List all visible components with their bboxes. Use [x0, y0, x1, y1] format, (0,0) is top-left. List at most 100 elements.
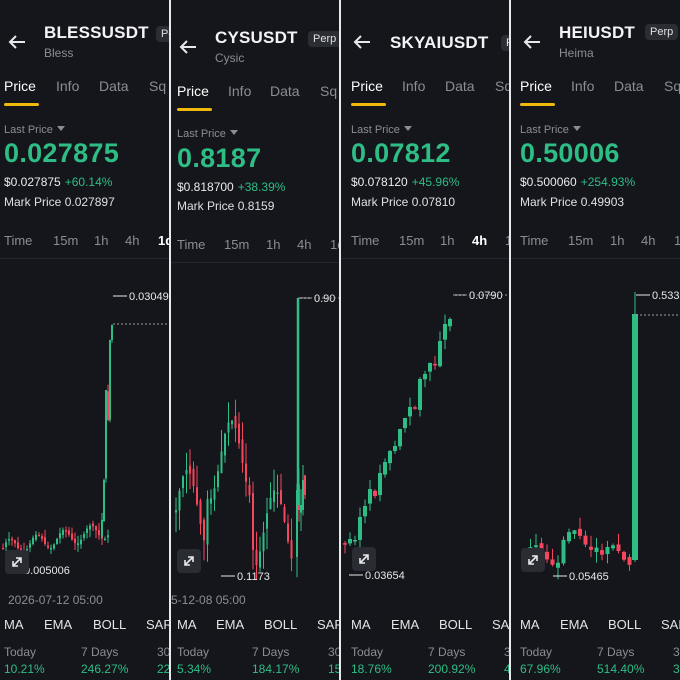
expand-chart-button[interactable]	[352, 547, 376, 571]
low-price-label: 0.1173	[237, 571, 270, 583]
candle-body	[50, 547, 52, 550]
tab-data[interactable]: Data	[99, 78, 129, 94]
candlestick-chart[interactable]: 0.90 0.1173	[171, 280, 341, 590]
timeframe-time[interactable]: Time	[351, 233, 380, 248]
candlestick-chart[interactable]: 0.03049 0.005006	[0, 280, 171, 590]
timeframe-1h[interactable]: 1h	[610, 233, 625, 248]
candle-body	[539, 543, 544, 551]
candle-body	[300, 505, 302, 513]
indicator-sar[interactable]: SAR	[146, 617, 171, 632]
timeframe-15m[interactable]: 15m	[399, 233, 425, 248]
timeframe-1d[interactable]: 1d	[330, 237, 339, 252]
tab-square[interactable]: Sq	[495, 78, 511, 94]
caret-down-icon	[56, 126, 65, 131]
indicator-sar[interactable]: SAR	[317, 617, 339, 632]
tab-info[interactable]: Info	[402, 78, 426, 94]
perf-label-30d: 30	[328, 645, 341, 659]
indicator-ema[interactable]: EMA	[44, 617, 73, 632]
candle-body	[550, 559, 555, 565]
tab-price[interactable]: Price	[520, 78, 552, 94]
timeframe-4h[interactable]: 4h	[641, 233, 656, 248]
candle-body	[418, 379, 422, 410]
usd-price-row: $0.818700 +38.39%	[177, 180, 285, 194]
candle-body	[224, 433, 226, 456]
perf-value-today: 5.34%	[177, 662, 212, 676]
last-price-label[interactable]: Last Price	[177, 128, 238, 140]
back-arrow-icon[interactable]	[177, 36, 199, 58]
indicator-ma[interactable]: MA	[4, 617, 24, 632]
indicator-ma[interactable]: MA	[177, 617, 197, 632]
candle-body	[17, 542, 19, 549]
timeframe-1h[interactable]: 1h	[266, 237, 281, 252]
timeframe-time[interactable]: Time	[177, 237, 206, 252]
candle-body	[302, 480, 304, 510]
timeframe-time[interactable]: Time	[4, 233, 33, 248]
indicator-boll[interactable]: BOLL	[264, 617, 298, 632]
tab-square[interactable]: Sq	[664, 78, 680, 94]
timeframe-15m[interactable]: 15m	[568, 233, 594, 248]
indicator-boll[interactable]: BOLL	[608, 617, 642, 632]
tab-data[interactable]: Data	[614, 78, 644, 94]
back-arrow-icon[interactable]	[521, 31, 543, 53]
tab-price[interactable]: Price	[351, 78, 383, 94]
candlestick-chart[interactable]: 0.0790 0.03654	[341, 280, 511, 590]
tab-info[interactable]: Info	[571, 78, 595, 94]
timeframe-time[interactable]: Time	[520, 233, 549, 248]
candle-body	[276, 492, 279, 495]
candle-body	[358, 517, 362, 540]
timeframe-bar: Time 15m 1h 4h 1	[511, 233, 680, 251]
perf-label-today: Today	[4, 645, 37, 659]
timeframe-4h[interactable]: 4h	[472, 233, 488, 248]
timeframe-1d[interactable]: 1	[505, 233, 509, 248]
tab-data[interactable]: Data	[270, 83, 300, 99]
indicator-boll[interactable]: BOLL	[439, 617, 473, 632]
perf-label-7d: 7 Days	[597, 645, 635, 659]
last-price-label[interactable]: Last Price	[4, 124, 65, 136]
tab-square[interactable]: Sq	[149, 78, 167, 94]
price-change: +60.14%	[64, 175, 113, 189]
last-price: 0.07812	[351, 138, 451, 168]
divider	[171, 262, 339, 263]
perf-value-today: 18.76%	[351, 662, 392, 676]
back-arrow-icon[interactable]	[6, 31, 28, 53]
tab-data[interactable]: Data	[445, 78, 475, 94]
indicator-ema[interactable]: EMA	[391, 617, 420, 632]
perf-value-today: 10.21%	[4, 662, 45, 676]
candle-body	[178, 490, 181, 511]
indicator-ma[interactable]: MA	[351, 617, 371, 632]
timeframe-1h[interactable]: 1h	[440, 233, 455, 248]
indicator-sar[interactable]: SAR	[661, 617, 680, 632]
candle-body	[241, 439, 244, 464]
last-price-label[interactable]: Last Price	[520, 124, 581, 136]
expand-chart-button[interactable]	[521, 548, 545, 572]
candle-body	[92, 523, 94, 527]
timeframe-4h[interactable]: 4h	[297, 237, 312, 252]
tab-price[interactable]: Price	[4, 78, 36, 94]
tab-square[interactable]: Sq	[320, 83, 338, 99]
tab-info[interactable]: Info	[228, 83, 252, 99]
candle-body	[413, 407, 417, 409]
indicator-ema[interactable]: EMA	[216, 617, 245, 632]
indicator-sar[interactable]: SAR	[492, 617, 510, 632]
timeframe-15m[interactable]: 15m	[53, 233, 79, 248]
timeframe-4h[interactable]: 4h	[125, 233, 140, 248]
tab-info[interactable]: Info	[56, 78, 80, 94]
indicator-ma[interactable]: MA	[520, 617, 540, 632]
indicator-ema[interactable]: EMA	[560, 617, 589, 632]
expand-chart-button[interactable]	[5, 550, 29, 574]
timeframe-15m[interactable]: 15m	[224, 237, 250, 252]
timeframe-bar: Time 15m 1h 4h 1d	[171, 237, 339, 255]
candle-body	[343, 543, 347, 545]
last-price-label[interactable]: Last Price	[351, 124, 412, 136]
expand-chart-button[interactable]	[177, 549, 201, 573]
back-arrow-icon[interactable]	[351, 31, 373, 53]
candle-body	[622, 551, 626, 560]
timeframe-1d[interactable]: 1d	[158, 233, 169, 248]
timeframe-1d[interactable]: 1	[674, 233, 680, 248]
candlestick-chart[interactable]: 0.533 0.05465	[511, 280, 680, 590]
candle-body	[259, 551, 261, 568]
candle-body	[443, 324, 447, 340]
timeframe-1h[interactable]: 1h	[94, 233, 109, 248]
indicator-boll[interactable]: BOLL	[93, 617, 127, 632]
tab-price[interactable]: Price	[177, 83, 209, 99]
